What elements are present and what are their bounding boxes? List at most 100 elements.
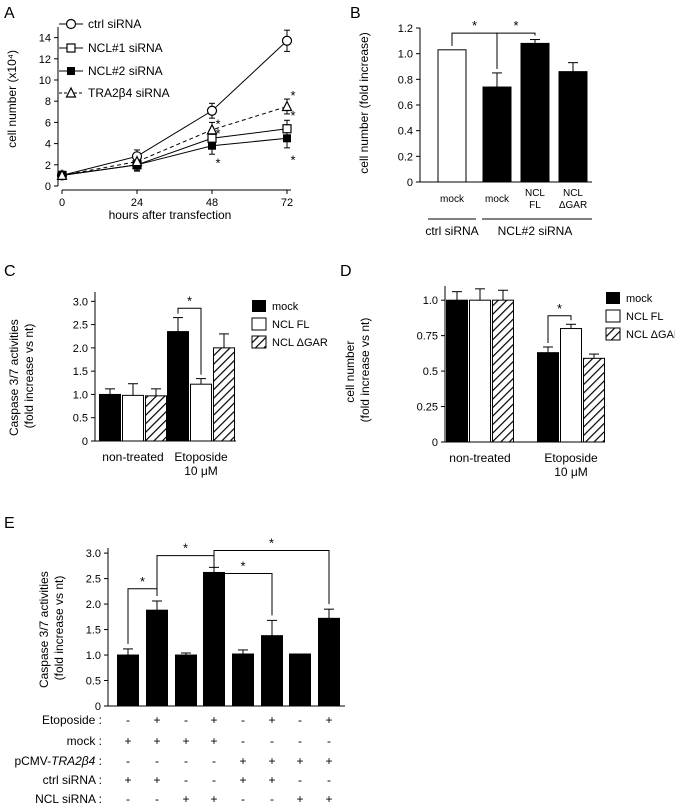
condition-sign: + (239, 754, 246, 768)
condition-label-text: pCMV- (14, 754, 51, 768)
condition-label: pCMV-TRA2β4 : (14, 754, 102, 768)
significance-star: * (557, 301, 562, 316)
y-tick-label: 2.5 (73, 320, 88, 332)
condition-sign: + (210, 734, 217, 748)
condition-sign: + (210, 792, 217, 806)
bar (538, 353, 559, 442)
panel-e-bar-chart: Caspase 3/7 activities (fold increase vs… (14, 536, 345, 806)
bar (168, 332, 189, 441)
condition-sign: + (268, 773, 275, 787)
legend-label: NCL#1 siRNA (88, 41, 163, 55)
x-category-label: mock (485, 194, 510, 205)
data-point-circle (208, 106, 217, 115)
y-tick-label: 12 (39, 54, 51, 66)
label-line: Etoposide (544, 451, 598, 465)
y-tick-label: 0.4 (398, 126, 413, 138)
condition-label-text: NCL siRNA : (35, 792, 102, 806)
condition-sign: - (184, 773, 188, 787)
bar (233, 654, 254, 706)
condition-sign: - (126, 792, 130, 806)
significance-star: * (215, 126, 220, 141)
bar (118, 655, 139, 706)
panel-d-ylabel: cell number (fold increase vs nt) (343, 318, 372, 423)
bar (214, 348, 235, 441)
condition-sign: - (298, 734, 302, 748)
significance-star: * (183, 541, 188, 556)
significance-star: * (269, 536, 274, 551)
y-tick-label: 14 (39, 33, 51, 45)
y-tick-label: 3.0 (86, 548, 101, 560)
panel-letter-c: C (4, 263, 16, 280)
condition-sign: + (124, 734, 131, 748)
bar (100, 394, 121, 441)
bar (123, 395, 144, 441)
condition-sign: - (184, 754, 188, 768)
ylabel-line-2: (fold increase vs nt) (52, 576, 66, 681)
condition-sign: + (153, 773, 160, 787)
panel-c-ylabel: Caspase 3/7 activities (fold increase vs… (7, 316, 36, 436)
condition-sign: - (241, 792, 245, 806)
group-label: ctrl siRNA (425, 224, 478, 238)
label-line: non-treated (449, 451, 510, 465)
condition-sign: + (268, 754, 275, 768)
condition-sign: - (270, 792, 274, 806)
significance-star: * (290, 88, 295, 103)
condition-sign: - (212, 754, 216, 768)
group-label: NCL#2 siRNA (498, 224, 573, 238)
bar (262, 636, 283, 706)
condition-sign: + (153, 734, 160, 748)
condition-sign: - (327, 734, 331, 748)
legend-label: NCL#2 siRNA (88, 64, 163, 78)
bar (290, 654, 311, 706)
condition-sign: + (239, 773, 246, 787)
condition-sign: - (126, 713, 130, 727)
data-point-square-filled (283, 134, 291, 142)
legend-item-tra2b4-sirna: TRA2β4 siRNA (59, 86, 170, 100)
condition-sign: - (327, 773, 331, 787)
y-tick-label: 0.25 (417, 402, 438, 414)
y-tick-label: 0 (407, 177, 413, 189)
bar (319, 618, 340, 706)
y-tick-label: 0.5 (73, 413, 88, 425)
x-tick-label: 48 (206, 197, 218, 209)
legend-label: TRA2β4 siRNA (88, 86, 170, 100)
y-tick-label: 1.0 (86, 650, 101, 662)
condition-label-suffix: : (95, 754, 102, 768)
panel-c-bar-chart: Caspase 3/7 activities (fold increase vs… (7, 292, 328, 478)
y-tick-label: 0.2 (398, 151, 413, 163)
condition-label-text: Etoposide : (42, 713, 102, 727)
ylabel-line-2: (fold increase vs nt) (358, 318, 372, 423)
condition-sign: + (325, 713, 332, 727)
condition-label: NCL siRNA : (35, 792, 102, 806)
panel-d-bar-chart: cell number (fold increase vs nt) mock N… (343, 286, 675, 479)
panel-b-ylabel: cell number (fold increase) (357, 32, 371, 173)
label-line: NCL (563, 188, 583, 199)
legend-label: mock (272, 301, 299, 313)
y-tick-label: 0.75 (417, 331, 438, 343)
figure: A B C D E cell number (x10⁴) hours after… (0, 0, 675, 806)
bar (584, 358, 605, 442)
bar (438, 50, 466, 182)
legend-label: NCL FL (626, 311, 664, 323)
condition-sign: - (298, 773, 302, 787)
y-tick-label: 1.2 (398, 23, 413, 35)
ylabel-line-1: Caspase 3/7 activities (7, 319, 21, 436)
bar (147, 610, 168, 706)
y-tick-label: 0 (82, 436, 88, 448)
y-tick-label: 0 (432, 437, 438, 449)
significance-star: * (240, 558, 245, 573)
x-category-label: NCL ΔGAR (559, 188, 587, 211)
panel-letter-d: D (340, 263, 352, 280)
x-tick-label: 72 (281, 197, 293, 209)
series-line (62, 107, 287, 176)
bar (176, 655, 197, 706)
condition-sign: + (124, 773, 131, 787)
bar (146, 396, 167, 441)
panel-a-line-chart: cell number (x10⁴) hours after transfect… (5, 17, 296, 222)
condition-label: Etoposide : (42, 713, 102, 727)
y-tick-label: 0.6 (398, 100, 413, 112)
significance-star: * (215, 156, 220, 171)
significance-star: * (472, 18, 477, 33)
condition-sign: - (155, 754, 159, 768)
significance-star: * (513, 18, 518, 33)
